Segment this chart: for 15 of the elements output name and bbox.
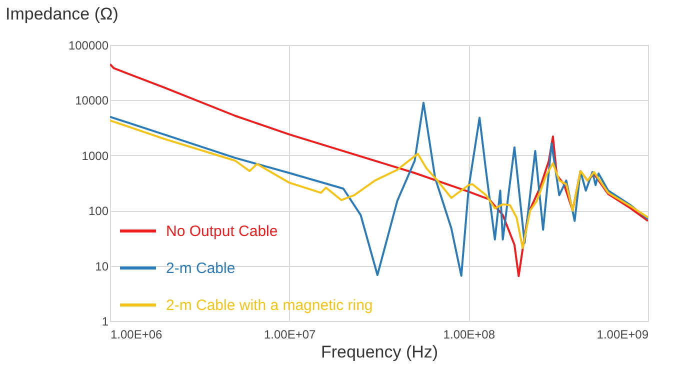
y-axis-title: Impedance (Ω) (6, 4, 118, 24)
y-tick-label: 10 (95, 259, 109, 274)
x-axis-title: Frequency (Hz) (320, 342, 438, 362)
legend-label: No Output Cable (166, 223, 278, 240)
x-tick-label: 1.00E+09 (596, 328, 649, 342)
y-tick-label: 1 (102, 314, 109, 328)
x-tick-label: 1.00E+07 (264, 328, 316, 342)
legend-label: 2-m Cable with a magnetic ring (166, 297, 373, 314)
x-tick-label: 1.00E+08 (443, 328, 496, 342)
x-tick-label: 1.00E+06 (110, 328, 163, 342)
y-tick-label: 100000 (68, 38, 109, 52)
y-tick-label: 10000 (75, 94, 109, 108)
y-tick-label: 1000 (82, 148, 109, 163)
y-tick-label: 100 (88, 204, 109, 218)
legend-label: 2-m Cable (166, 260, 236, 277)
